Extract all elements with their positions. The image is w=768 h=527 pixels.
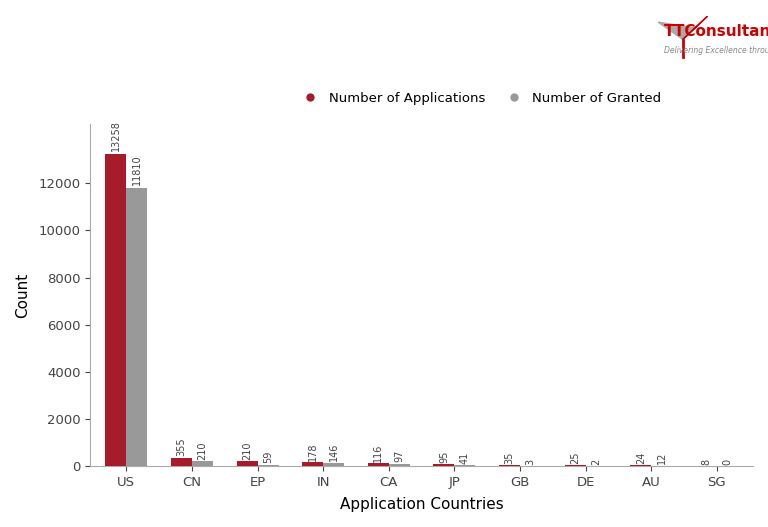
Text: TTConsultants: TTConsultants	[664, 24, 768, 38]
Text: 11810: 11810	[132, 154, 142, 185]
Legend: Number of Applications, Number of Granted: Number of Applications, Number of Grante…	[292, 86, 667, 110]
Text: 355: 355	[177, 438, 187, 456]
Text: 146: 146	[329, 443, 339, 461]
Text: 12: 12	[657, 452, 667, 464]
Text: 41: 41	[460, 452, 470, 464]
Text: 178: 178	[308, 442, 318, 461]
Bar	[631, 465, 651, 466]
Y-axis label: Count: Count	[15, 272, 30, 318]
Bar	[237, 461, 257, 466]
Bar	[126, 188, 147, 466]
Bar	[564, 465, 586, 466]
Text: 25: 25	[570, 452, 580, 464]
Text: 24: 24	[636, 452, 646, 464]
Text: 8: 8	[701, 458, 711, 465]
Text: Delivering Excellence through Insights: Delivering Excellence through Insights	[664, 46, 768, 55]
Text: 210: 210	[242, 441, 252, 460]
Text: 13258: 13258	[111, 120, 121, 151]
Bar	[455, 465, 475, 466]
Bar	[192, 461, 213, 466]
X-axis label: Application Countries: Application Countries	[339, 497, 504, 512]
Bar	[433, 464, 455, 466]
Text: 97: 97	[394, 450, 404, 463]
Text: 116: 116	[373, 444, 383, 462]
Text: 0: 0	[723, 458, 733, 465]
Text: 35: 35	[505, 452, 515, 464]
Text: 59: 59	[263, 451, 273, 463]
Bar	[323, 463, 344, 466]
Bar	[171, 457, 192, 466]
Bar	[368, 463, 389, 466]
Polygon shape	[683, 16, 707, 40]
Bar	[257, 465, 279, 466]
Text: 95: 95	[439, 450, 449, 463]
Text: 3: 3	[525, 458, 535, 465]
Text: 2: 2	[591, 458, 601, 465]
Text: 210: 210	[197, 441, 207, 460]
Bar	[389, 464, 410, 466]
Polygon shape	[658, 22, 695, 40]
Bar	[499, 465, 520, 466]
Bar	[302, 462, 323, 466]
Bar	[105, 154, 126, 466]
